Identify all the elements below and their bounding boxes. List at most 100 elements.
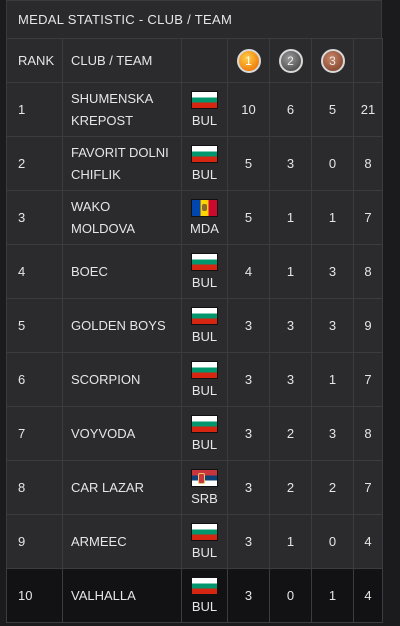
- country-cell: BUL: [181, 514, 228, 569]
- bronze-count-cell: 2: [311, 460, 354, 515]
- bulgaria-flag-icon: [191, 145, 218, 163]
- medal-statistic-panel: MEDAL STATISTIC - CLUB / TEAM RANK CLUB …: [6, 0, 383, 623]
- total-count-cell: 9: [353, 298, 383, 353]
- total-count-cell: 8: [353, 136, 383, 191]
- gold-count-cell: 3: [227, 352, 270, 407]
- bronze-medal-icon: 3: [320, 48, 345, 73]
- medal-table: RANK CLUB / TEAM 1 2 3 1 SHUMENSKA KREPOST…: [6, 38, 383, 623]
- rank-cell: 1: [6, 82, 63, 137]
- silver-header[interactable]: 2: [269, 38, 312, 83]
- club-name-line1: WAKO: [71, 198, 111, 214]
- club-name-line1: ARMEEC: [71, 533, 127, 549]
- silver-count-cell: 6: [269, 82, 312, 137]
- bronze-count-cell: 1: [311, 190, 354, 245]
- rank-cell: 3: [6, 190, 63, 245]
- gold-count-cell: 3: [227, 568, 270, 623]
- bulgaria-flag-icon: [191, 307, 218, 325]
- club-name-line2: KREPOST: [71, 112, 134, 128]
- rank-cell: 10: [6, 568, 63, 623]
- table-row[interactable]: 4 BOEC BUL 4 1 3 8: [6, 244, 383, 299]
- table-row[interactable]: 5 GOLDEN BOYS BUL 3 3 3 9: [6, 298, 383, 353]
- bronze-header[interactable]: 3: [311, 38, 354, 83]
- gold-count-cell: 4: [227, 244, 270, 299]
- bronze-count-cell: 3: [311, 406, 354, 461]
- table-row[interactable]: 6 SCORPION BUL 3 3 1 7: [6, 352, 383, 407]
- bronze-count-cell: 3: [311, 298, 354, 353]
- club-name-cell[interactable]: GOLDEN BOYS: [62, 298, 182, 353]
- silver-count-cell: 2: [269, 406, 312, 461]
- country-code: SRB: [191, 491, 218, 506]
- country-cell: BUL: [181, 298, 228, 353]
- total-count-cell: 7: [353, 460, 383, 515]
- serbia-flag-icon: [191, 469, 218, 487]
- country-code: BUL: [191, 113, 218, 128]
- bronze-count-cell: 1: [311, 568, 354, 623]
- club-name-line1: GOLDEN BOYS: [71, 317, 166, 333]
- country-cell: BUL: [181, 82, 228, 137]
- table-row[interactable]: 7 VOYVODA BUL 3 2 3 8: [6, 406, 383, 461]
- country-code: MDA: [190, 221, 219, 236]
- gold-header[interactable]: 1: [227, 38, 270, 83]
- table-row[interactable]: 9 ARMEEC BUL 3 1 0 4: [6, 514, 383, 569]
- country-code: BUL: [191, 437, 218, 452]
- gold-count-cell: 5: [227, 136, 270, 191]
- silver-count-cell: 1: [269, 190, 312, 245]
- table-row[interactable]: 2 FAVORIT DOLNI CHIFLIK BUL 5 3 0 8: [6, 136, 383, 191]
- table-row[interactable]: 3 WAKO MOLDOVA MDA 5 1 1 7: [6, 190, 383, 245]
- club-name-line2: MOLDOVA: [71, 220, 136, 236]
- total-count-cell: 4: [353, 514, 383, 569]
- club-name-line1: BOEC: [71, 263, 108, 279]
- club-name-line1: SCORPION: [71, 371, 141, 387]
- table-row[interactable]: 8 CAR LAZAR SRB 3 2 2 7: [6, 460, 383, 515]
- country-cell: BUL: [181, 136, 228, 191]
- club-name-cell[interactable]: ARMEEC: [62, 514, 182, 569]
- total-count-cell: 8: [353, 244, 383, 299]
- flag-header: [181, 38, 228, 83]
- table-row[interactable]: 1 SHUMENSKA KREPOST BUL 10 6 5 21: [6, 82, 383, 137]
- club-name-cell[interactable]: FAVORIT DOLNI CHIFLIK: [62, 136, 182, 191]
- gold-count-cell: 5: [227, 190, 270, 245]
- silver-count-cell: 2: [269, 460, 312, 515]
- rank-cell: 7: [6, 406, 63, 461]
- club-name-line1: VOYVODA: [71, 425, 136, 441]
- club-name-cell[interactable]: VOYVODA: [62, 406, 182, 461]
- rank-header[interactable]: RANK: [6, 38, 63, 83]
- table-row[interactable]: 10 VALHALLA BUL 3 0 1 4: [6, 568, 383, 623]
- silver-count-cell: 1: [269, 244, 312, 299]
- country-cell: BUL: [181, 352, 228, 407]
- panel-title: MEDAL STATISTIC - CLUB / TEAM: [6, 0, 382, 38]
- club-name-cell[interactable]: WAKO MOLDOVA: [62, 190, 182, 245]
- rank-cell: 9: [6, 514, 63, 569]
- club-name-line1: CAR LAZAR: [71, 479, 144, 495]
- bronze-count-cell: 3: [311, 244, 354, 299]
- club-name-line1: SHUMENSKA: [71, 90, 154, 106]
- country-cell: BUL: [181, 244, 228, 299]
- gold-count-cell: 3: [227, 406, 270, 461]
- silver-count-cell: 0: [269, 568, 312, 623]
- country-cell: BUL: [181, 406, 228, 461]
- country-code: BUL: [191, 275, 218, 290]
- gold-medal-icon: 1: [236, 48, 261, 73]
- bulgaria-flag-icon: [191, 253, 218, 271]
- total-count-cell: 7: [353, 352, 383, 407]
- rank-cell: 6: [6, 352, 63, 407]
- silver-medal-icon: 2: [278, 48, 303, 73]
- club-name-line1: VALHALLA: [71, 587, 136, 603]
- club-header[interactable]: CLUB / TEAM: [62, 38, 182, 83]
- moldova-flag-icon: [191, 199, 218, 217]
- rank-cell: 5: [6, 298, 63, 353]
- club-name-cell[interactable]: SCORPION: [62, 352, 182, 407]
- club-name-line2: CHIFLIK: [71, 166, 121, 182]
- club-name-cell[interactable]: BOEC: [62, 244, 182, 299]
- club-name-cell[interactable]: VALHALLA: [62, 568, 182, 623]
- bulgaria-flag-icon: [191, 415, 218, 433]
- club-name-cell[interactable]: SHUMENSKA KREPOST: [62, 82, 182, 137]
- country-code: BUL: [191, 329, 218, 344]
- club-name-cell[interactable]: CAR LAZAR: [62, 460, 182, 515]
- bulgaria-flag-icon: [191, 523, 218, 541]
- total-count-cell: 4: [353, 568, 383, 623]
- club-name-line1: FAVORIT DOLNI: [71, 144, 169, 160]
- country-cell: MDA: [181, 190, 228, 245]
- country-code: BUL: [191, 383, 218, 398]
- total-count-cell: 7: [353, 190, 383, 245]
